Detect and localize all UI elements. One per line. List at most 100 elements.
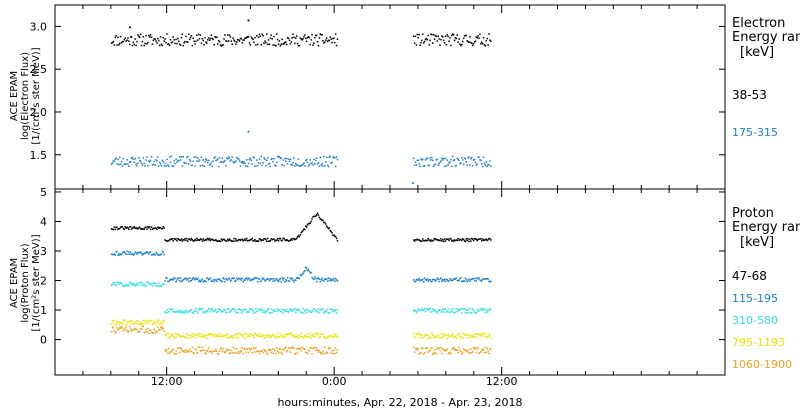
data-point bbox=[205, 41, 207, 43]
data-point bbox=[178, 277, 180, 279]
data-point bbox=[448, 279, 450, 282]
data-point bbox=[434, 280, 437, 282]
data-point bbox=[223, 161, 225, 163]
data-point bbox=[438, 239, 440, 241]
data-point bbox=[222, 161, 224, 164]
data-point bbox=[416, 33, 419, 36]
data-point bbox=[118, 321, 120, 324]
data-point bbox=[466, 334, 468, 336]
data-point bbox=[458, 239, 460, 242]
data-point bbox=[217, 158, 219, 160]
data-point bbox=[442, 279, 445, 282]
data-point bbox=[177, 237, 179, 240]
data-point bbox=[216, 311, 218, 314]
data-point bbox=[138, 323, 140, 325]
data-point bbox=[126, 226, 128, 228]
data-point bbox=[443, 42, 446, 44]
data-point bbox=[111, 283, 114, 286]
data-point bbox=[310, 271, 312, 274]
data-point bbox=[336, 308, 339, 311]
data-point bbox=[135, 284, 137, 286]
proton-legend: Proton Energy ran [keV] 47-68 115-195 31… bbox=[732, 206, 800, 371]
data-point bbox=[443, 350, 446, 352]
data-point bbox=[486, 278, 488, 280]
data-point bbox=[421, 159, 423, 161]
data-point bbox=[111, 253, 114, 256]
data-point bbox=[245, 165, 247, 167]
data-point bbox=[420, 309, 422, 312]
data-point bbox=[177, 277, 179, 279]
data-point bbox=[305, 37, 307, 40]
data-point bbox=[156, 252, 158, 255]
data-point bbox=[153, 253, 155, 255]
data-point bbox=[435, 279, 438, 281]
data-point bbox=[127, 331, 129, 333]
data-point bbox=[268, 240, 271, 242]
data-point bbox=[330, 162, 332, 164]
data-point bbox=[418, 277, 420, 280]
data-point bbox=[246, 348, 249, 351]
data-point bbox=[139, 228, 142, 230]
data-point bbox=[469, 308, 471, 310]
data-point bbox=[173, 277, 175, 279]
data-point bbox=[490, 40, 492, 42]
data-point bbox=[289, 158, 292, 160]
data-point bbox=[480, 43, 482, 45]
data-point bbox=[327, 348, 330, 350]
data-point bbox=[487, 336, 489, 338]
data-point bbox=[460, 308, 462, 310]
data-point bbox=[468, 156, 470, 158]
data-point bbox=[208, 237, 211, 240]
data-point bbox=[288, 39, 291, 41]
data-point bbox=[248, 42, 251, 44]
data-point bbox=[241, 238, 243, 241]
data-point bbox=[437, 35, 439, 37]
data-point bbox=[472, 43, 475, 45]
data-point bbox=[438, 38, 440, 40]
data-point bbox=[255, 332, 257, 335]
data-point bbox=[298, 277, 301, 280]
data-point bbox=[160, 328, 163, 330]
data-point bbox=[175, 281, 177, 283]
data-point bbox=[420, 41, 422, 44]
data-point bbox=[461, 43, 463, 46]
data-point bbox=[286, 239, 289, 242]
data-point bbox=[291, 239, 293, 241]
data-point bbox=[449, 237, 451, 240]
data-point bbox=[475, 164, 478, 166]
data-point bbox=[302, 38, 304, 40]
data-point bbox=[322, 219, 324, 222]
data-point bbox=[313, 335, 315, 338]
data-point bbox=[264, 312, 266, 314]
data-point bbox=[181, 280, 184, 282]
data-point bbox=[450, 44, 452, 47]
data-point bbox=[126, 323, 128, 325]
data-point bbox=[465, 279, 468, 281]
data-point bbox=[435, 35, 438, 38]
data-point bbox=[201, 346, 204, 349]
data-point bbox=[467, 309, 469, 311]
data-point bbox=[306, 269, 309, 272]
data-point bbox=[445, 311, 448, 313]
data-point bbox=[285, 157, 288, 160]
data-point bbox=[206, 309, 208, 312]
data-point bbox=[146, 251, 148, 253]
data-point bbox=[134, 251, 136, 253]
data-point bbox=[269, 349, 272, 352]
data-point bbox=[233, 352, 235, 354]
data-point bbox=[159, 322, 162, 324]
data-point bbox=[117, 228, 119, 231]
data-point bbox=[328, 312, 331, 314]
data-point bbox=[203, 165, 205, 167]
data-point bbox=[139, 159, 141, 162]
data-point bbox=[435, 352, 438, 355]
data-point bbox=[129, 226, 131, 228]
data-point bbox=[207, 277, 209, 280]
data-point bbox=[247, 277, 250, 279]
data-point bbox=[227, 307, 230, 310]
data-point bbox=[148, 34, 150, 37]
data-point bbox=[452, 347, 454, 349]
data-point bbox=[316, 277, 319, 280]
data-point bbox=[438, 309, 440, 312]
data-point bbox=[413, 279, 415, 281]
